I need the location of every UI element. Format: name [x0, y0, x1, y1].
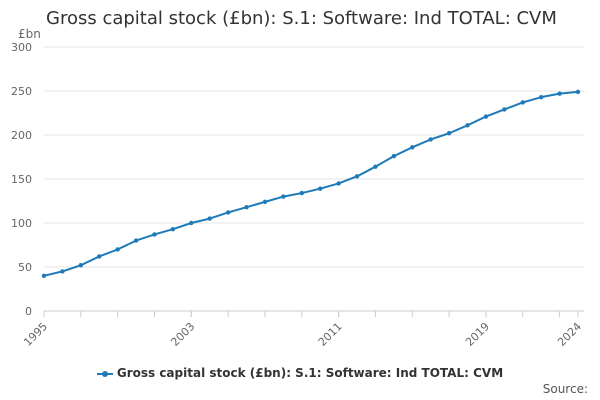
y-axis-ticks: 0 50 100 150 200 250 300 — [11, 41, 32, 318]
x-tick-label: 2011 — [316, 320, 345, 349]
data-point[interactable] — [520, 100, 525, 105]
x-tick-label: 1995 — [21, 320, 50, 349]
data-point[interactable] — [557, 91, 562, 96]
y-axis-label: £bn — [18, 27, 41, 41]
data-point[interactable] — [336, 181, 341, 186]
data-point[interactable] — [115, 247, 120, 252]
y-tick-label: 300 — [11, 41, 32, 54]
data-point[interactable] — [152, 232, 157, 237]
legend-label: Gross capital stock (£bn): S.1: Software… — [116, 366, 504, 380]
legend[interactable]: Gross capital stock (£bn): S.1: Software… — [0, 366, 600, 380]
data-point[interactable] — [354, 174, 360, 179]
data-point[interactable] — [391, 153, 397, 159]
data-point[interactable] — [446, 131, 452, 136]
y-tick-label: 150 — [11, 173, 32, 186]
data-point[interactable] — [207, 216, 212, 221]
data-point[interactable] — [318, 186, 323, 191]
data-point[interactable] — [262, 199, 268, 205]
y-tick-label: 200 — [11, 129, 32, 142]
data-point[interactable] — [575, 89, 581, 95]
series-group — [41, 89, 581, 278]
data-point[interactable] — [133, 238, 139, 243]
x-axis: 1995 2003 2011 2019 2024 — [21, 310, 584, 349]
data-point[interactable] — [41, 273, 47, 278]
y-tick-label: 250 — [11, 85, 32, 98]
series-line — [43, 90, 579, 277]
data-point[interactable] — [281, 194, 286, 199]
data-point[interactable] — [410, 145, 415, 150]
data-point[interactable] — [60, 269, 65, 274]
x-tick-label: 2024 — [555, 320, 584, 349]
y-tick-label: 0 — [25, 305, 32, 318]
data-point[interactable] — [299, 190, 304, 196]
data-point[interactable] — [428, 137, 433, 142]
data-point[interactable] — [483, 114, 489, 119]
data-point[interactable] — [373, 164, 378, 169]
data-point[interactable] — [244, 204, 249, 210]
data-point[interactable] — [170, 226, 176, 232]
x-tick-label: 2019 — [463, 320, 492, 349]
data-point[interactable] — [465, 123, 470, 128]
x-tick-label: 2003 — [168, 320, 197, 349]
data-point[interactable] — [189, 220, 194, 226]
data-point[interactable] — [225, 210, 231, 215]
source-label: Source: — [542, 382, 588, 396]
chart-title: Gross capital stock (£bn): S.1: Software… — [46, 8, 557, 29]
data-point[interactable] — [538, 94, 544, 100]
data-point[interactable] — [97, 254, 102, 259]
data-point[interactable] — [78, 263, 84, 268]
legend-swatch — [96, 370, 113, 377]
y-tick-label: 50 — [18, 261, 32, 274]
y-tick-label: 100 — [11, 217, 32, 230]
grid-lines — [44, 46, 584, 268]
data-point[interactable] — [502, 107, 507, 112]
legend-marker — [101, 370, 108, 377]
